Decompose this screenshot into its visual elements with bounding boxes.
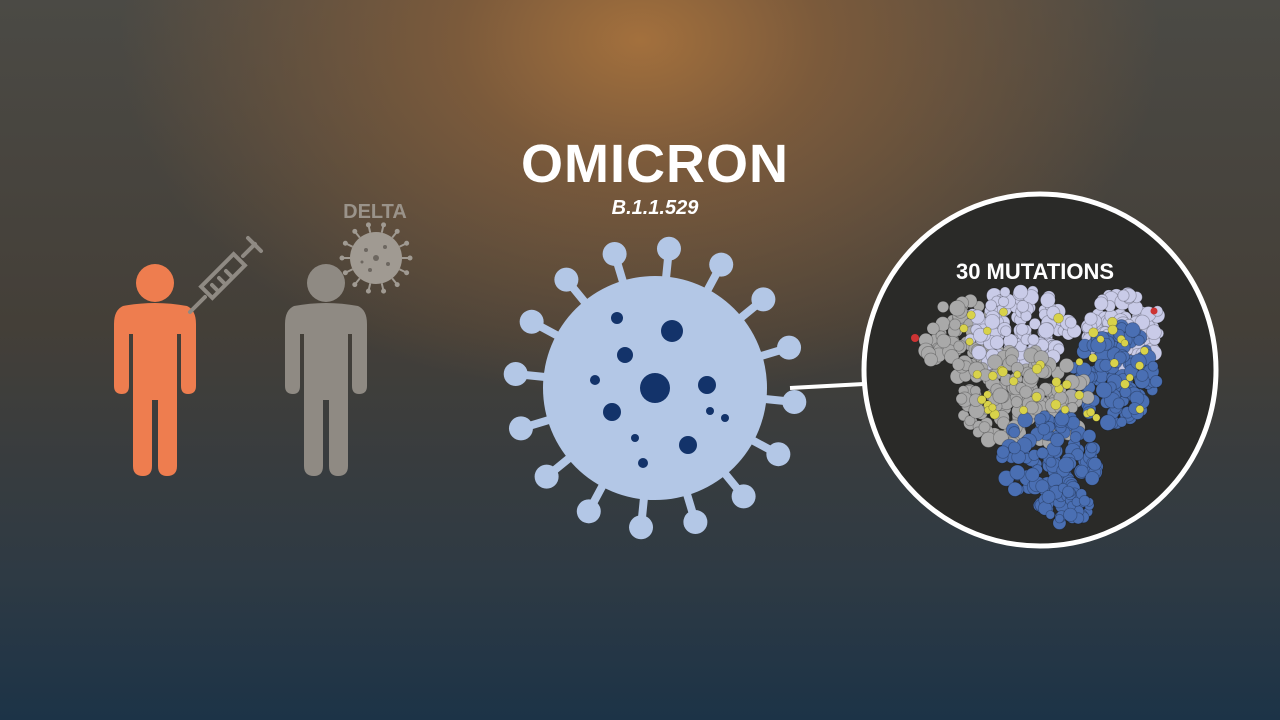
spike-protein-image bbox=[911, 284, 1166, 530]
omicron-virus-icon bbox=[503, 236, 807, 540]
page-title: OMICRON bbox=[521, 134, 789, 194]
connector-line bbox=[789, 382, 865, 390]
spike-protein-zoom bbox=[861, 191, 1219, 549]
variant-code: B.1.1.529 bbox=[611, 197, 699, 219]
delta-virus-icon bbox=[339, 222, 413, 294]
person-icon bbox=[285, 264, 367, 476]
vaccinated-person-icon bbox=[114, 264, 196, 476]
syringe-icon bbox=[188, 236, 263, 314]
delta-label: DELTA bbox=[343, 201, 407, 223]
mutations-label: 30 MUTATIONS bbox=[955, 259, 1115, 284]
